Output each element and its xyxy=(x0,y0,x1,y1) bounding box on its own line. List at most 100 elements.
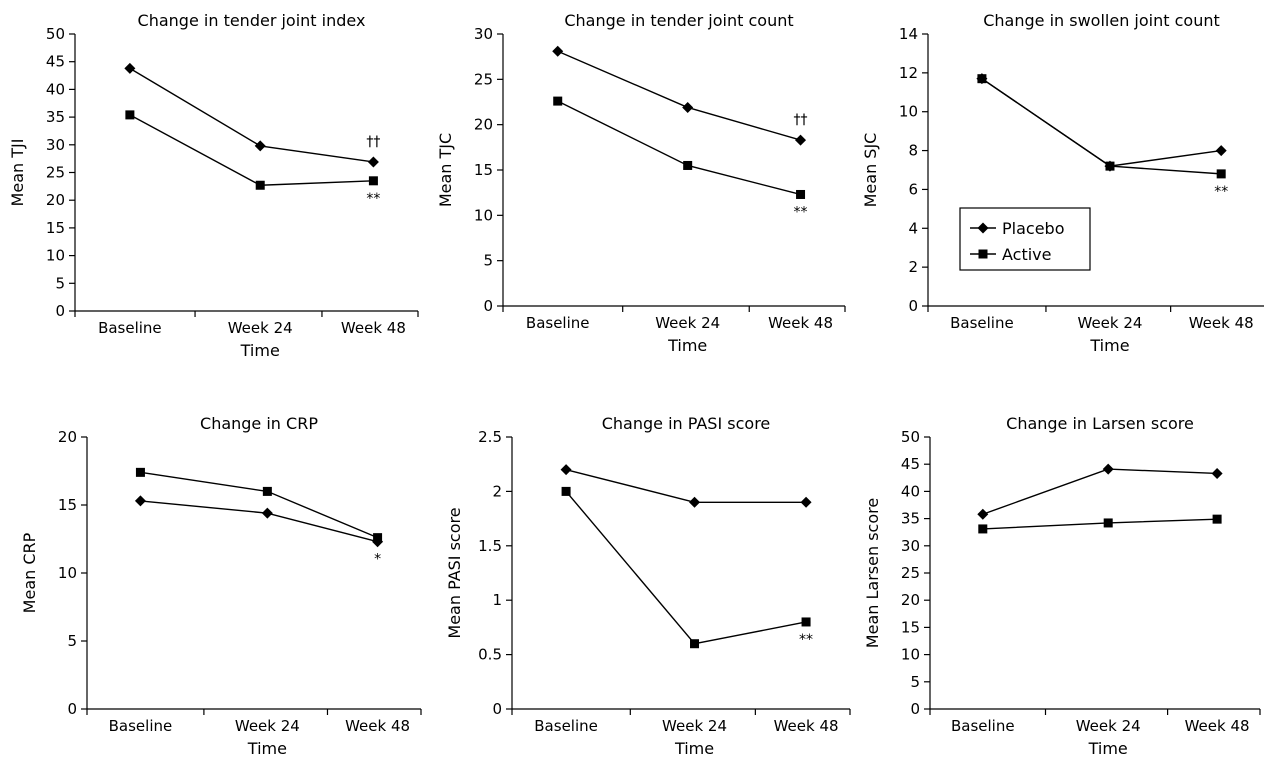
y-axis-label: Mean SJC xyxy=(861,133,880,208)
data-point-active xyxy=(796,189,806,199)
x-tick-label: Baseline xyxy=(534,717,598,735)
y-tick-label: 1 xyxy=(492,591,502,609)
y-axis-label: Mean CRP xyxy=(20,532,39,613)
y-tick-label: 2 xyxy=(492,482,502,500)
data-point-placebo xyxy=(124,62,136,74)
x-axis-label: Time xyxy=(1088,739,1128,758)
y-tick-label: 30 xyxy=(901,537,920,555)
data-point-active xyxy=(125,110,135,120)
y-tick-label: 2 xyxy=(908,258,918,276)
data-point-active xyxy=(1103,518,1113,528)
data-point-placebo xyxy=(682,101,694,113)
legend-box xyxy=(959,207,1091,271)
y-tick-label: 0 xyxy=(55,302,65,320)
data-point-placebo xyxy=(560,464,572,476)
data-point-active xyxy=(690,639,700,649)
x-tick-label: Week 48 xyxy=(1185,717,1250,735)
y-tick-label: 10 xyxy=(899,103,918,121)
series-line-active xyxy=(565,490,807,645)
series-line-active xyxy=(981,78,1222,175)
data-point-active xyxy=(1105,161,1115,171)
y-tick-label: 25 xyxy=(474,70,493,88)
y-tick-label: 0 xyxy=(67,700,77,718)
x-tick-label: Week 48 xyxy=(345,717,410,735)
x-tick-label: Baseline xyxy=(109,717,173,735)
data-point-active xyxy=(553,96,563,106)
y-tick-label: 0 xyxy=(910,700,920,718)
x-tick-label: Week 24 xyxy=(1078,314,1143,332)
y-tick-label: 5 xyxy=(483,252,493,270)
chart-panel-2: Change in tender joint count 0 5 10 15 20 25 30… xyxy=(436,11,846,355)
y-tick-label: 5 xyxy=(67,632,77,650)
significance-annotation: ** xyxy=(366,191,380,207)
chart-panel-3: Change in swollen joint count 0 2 4 6 8 10 12 14… xyxy=(861,11,1264,355)
x-axis-label: Time xyxy=(1089,336,1129,355)
x-tick-label: Week 48 xyxy=(1189,314,1254,332)
x-tick-label: Week 24 xyxy=(228,319,293,337)
y-tick-label: 45 xyxy=(901,455,920,473)
data-point-placebo xyxy=(1215,145,1227,157)
series-line-placebo xyxy=(557,50,801,141)
series-line-active xyxy=(982,518,1218,530)
data-point-placebo xyxy=(800,496,812,508)
chart-title: Change in tender joint index xyxy=(138,11,366,30)
legend-label: Placebo xyxy=(1002,219,1064,238)
x-tick-label: Week 48 xyxy=(768,314,833,332)
data-point-active xyxy=(977,74,987,84)
y-tick-label: 25 xyxy=(901,564,920,582)
y-tick-label: 5 xyxy=(910,673,920,691)
x-tick-label: Week 24 xyxy=(655,314,720,332)
data-point-placebo xyxy=(367,156,379,168)
chart-panel-5: Change in PASI score 0 0.5 1 1.5 2 2.5 Baseline… xyxy=(445,414,851,758)
series-line-placebo xyxy=(129,67,374,163)
x-tick-label: Baseline xyxy=(526,314,590,332)
y-tick-label: 1.5 xyxy=(478,537,502,555)
x-axis-label: Time xyxy=(674,739,714,758)
data-point-active xyxy=(1212,514,1222,524)
y-tick-label: 15 xyxy=(901,618,920,636)
data-point-active xyxy=(561,486,571,496)
y-tick-label: 20 xyxy=(474,116,493,134)
legend-marker-active xyxy=(978,249,988,259)
significance-annotation: †† xyxy=(366,134,380,150)
significance-annotation: ** xyxy=(1214,184,1228,200)
y-tick-label: 50 xyxy=(901,428,920,446)
y-tick-label: 12 xyxy=(899,64,918,82)
data-point-placebo xyxy=(977,508,989,520)
y-tick-label: 15 xyxy=(58,496,77,514)
chart-title: Change in tender joint count xyxy=(564,11,793,30)
x-axis-label: Time xyxy=(247,739,287,758)
x-tick-label: Week 24 xyxy=(235,717,300,735)
y-tick-label: 45 xyxy=(46,53,65,71)
chart-title: Change in Larsen score xyxy=(1006,414,1194,433)
y-tick-label: 4 xyxy=(908,219,918,237)
data-point-active xyxy=(801,617,811,627)
y-tick-label: 15 xyxy=(46,219,65,237)
y-axis-label: Mean PASI score xyxy=(445,507,464,638)
y-tick-label: 10 xyxy=(901,646,920,664)
y-tick-label: 10 xyxy=(46,247,65,265)
y-tick-label: 20 xyxy=(46,191,65,209)
series-line-active xyxy=(557,100,801,196)
y-axis-label: Mean TJI xyxy=(8,139,27,207)
legend: Placebo Active xyxy=(959,207,1091,271)
significance-annotation: †† xyxy=(794,112,808,128)
significance-annotation: ** xyxy=(799,632,813,648)
y-tick-label: 35 xyxy=(46,108,65,126)
data-point-placebo xyxy=(261,507,273,519)
legend-marker-placebo xyxy=(977,222,989,234)
series-line-placebo xyxy=(565,468,807,503)
y-tick-label: 10 xyxy=(58,564,77,582)
legend-label: Active xyxy=(1002,245,1052,264)
data-point-active xyxy=(373,533,383,543)
y-tick-label: 25 xyxy=(46,164,65,182)
significance-annotation: ** xyxy=(794,204,808,220)
series-line-placebo xyxy=(981,78,1222,167)
significance-annotation: * xyxy=(374,552,381,568)
y-tick-label: 14 xyxy=(899,25,918,43)
x-tick-label: Baseline xyxy=(98,319,162,337)
chart-panel-1: Change in tender joint index 0 5 10 15 20 25 30… xyxy=(8,11,419,360)
y-tick-label: 0.5 xyxy=(478,646,502,664)
data-point-placebo xyxy=(1102,463,1114,475)
